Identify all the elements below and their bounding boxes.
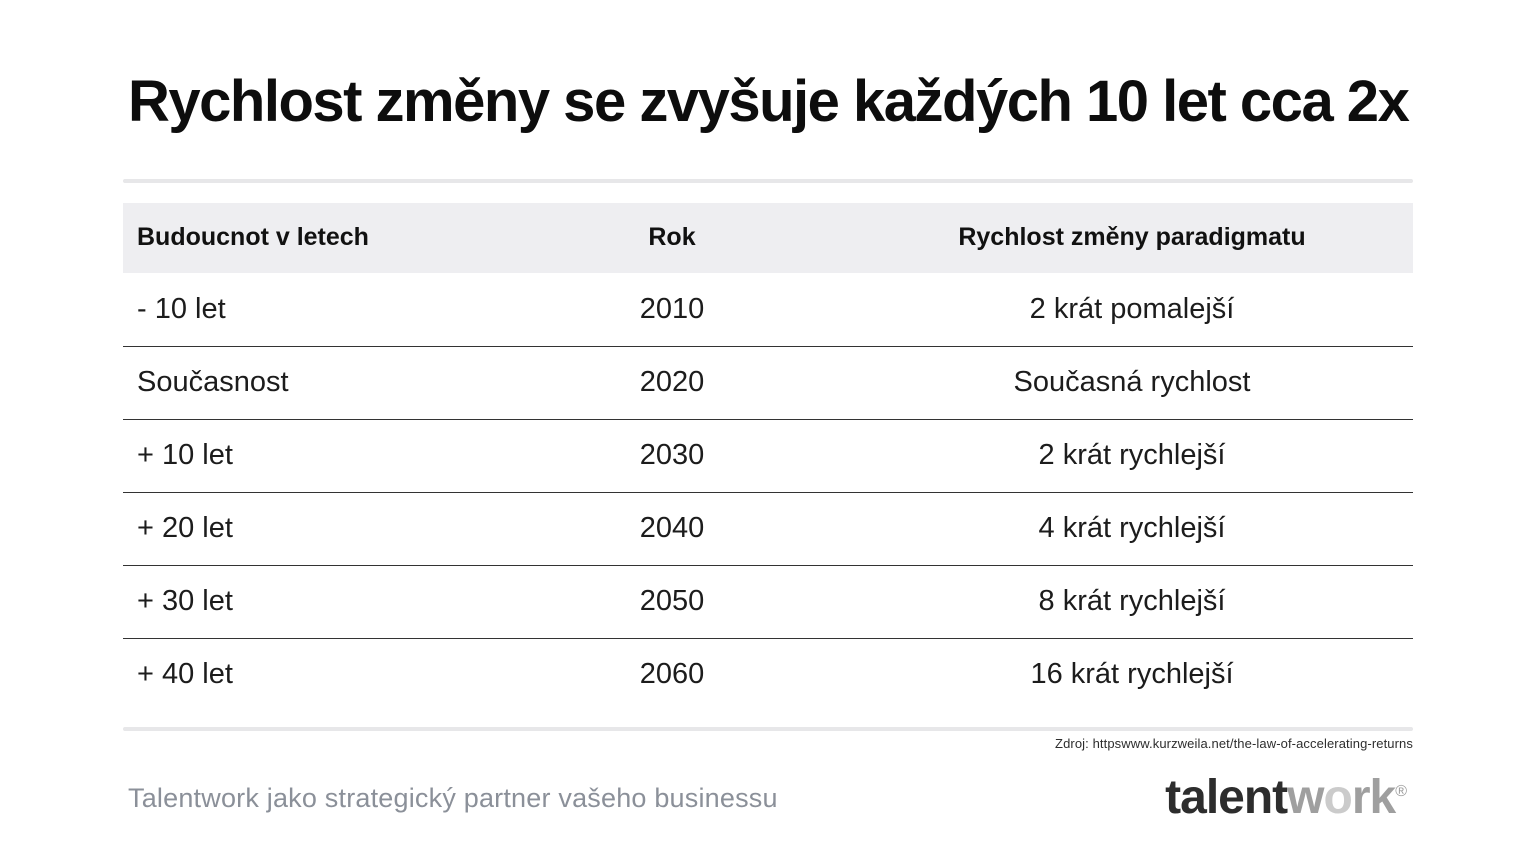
paradigm-shift-table: Budoucnot v letech Rok Rychlost změny pa… <box>123 178 1413 731</box>
table-header-row: Budoucnot v letech Rok Rychlost změny pa… <box>123 202 1413 273</box>
header-year: Rok <box>648 223 696 252</box>
cell-speed: 4 krát rychlejší <box>1038 512 1226 545</box>
cell-speed: 16 krát rychlejší <box>1030 658 1234 691</box>
cell-year: 2020 <box>639 366 705 399</box>
bottom-divider <box>123 726 1413 731</box>
talentwork-logo: talentwork® <box>1165 771 1407 824</box>
page-title: Rychlost změny se zvyšuje každých 10 let… <box>128 69 1410 134</box>
table-row: - 10 let 2010 2 krát pomalejší <box>123 273 1413 346</box>
table-row: Současnost 2020 Současná rychlost <box>123 345 1413 419</box>
cell-year: 2040 <box>639 512 705 545</box>
footer-tagline: Talentwork jako strategický partner vaše… <box>128 782 778 813</box>
source-note: Zdroj: httpswww.kurzweila.net/the-law-of… <box>1055 735 1413 751</box>
top-divider <box>123 178 1413 183</box>
registered-trademark-icon: ® <box>1395 783 1407 800</box>
cell-speed: Současná rychlost <box>1013 366 1251 399</box>
cell-future: + 30 let <box>137 585 233 618</box>
table-row: + 20 let 2040 4 krát rychlejší <box>123 491 1413 565</box>
cell-year: 2050 <box>639 585 705 618</box>
cell-future: Současnost <box>137 366 289 399</box>
logo-text-gray-w: w <box>1287 771 1324 824</box>
table-row: + 30 let 2050 8 krát rychlejší <box>123 564 1413 638</box>
cell-year: 2010 <box>639 292 705 325</box>
cell-future: + 40 let <box>137 658 233 691</box>
header-paradigm-change-speed: Rychlost změny paradigmatu <box>958 223 1306 252</box>
cell-future: - 10 let <box>137 292 226 325</box>
table-body: - 10 let 2010 2 krát pomalejší Současnos… <box>123 273 1413 711</box>
table-row: + 10 let 2030 2 krát rychlejší <box>123 418 1413 492</box>
cell-year: 2060 <box>639 658 705 691</box>
logo-text-dark: talent <box>1165 771 1288 824</box>
table-row: + 40 let 2060 16 krát rychlejší <box>123 637 1413 711</box>
cell-speed: 2 krát rychlejší <box>1038 439 1226 472</box>
footer: Talentwork jako strategický partner vaše… <box>128 771 1407 824</box>
header-future-in-years: Budoucnot v letech <box>137 223 369 252</box>
cell-future: + 20 let <box>137 512 233 545</box>
logo-text-light-o: o <box>1323 771 1353 824</box>
cell-speed: 2 krát pomalejší <box>1029 292 1235 325</box>
logo-text-gray-rk: rk <box>1351 771 1396 824</box>
cell-speed: 8 krát rychlejší <box>1038 585 1226 618</box>
cell-year: 2030 <box>639 439 705 472</box>
cell-future: + 10 let <box>137 439 233 472</box>
